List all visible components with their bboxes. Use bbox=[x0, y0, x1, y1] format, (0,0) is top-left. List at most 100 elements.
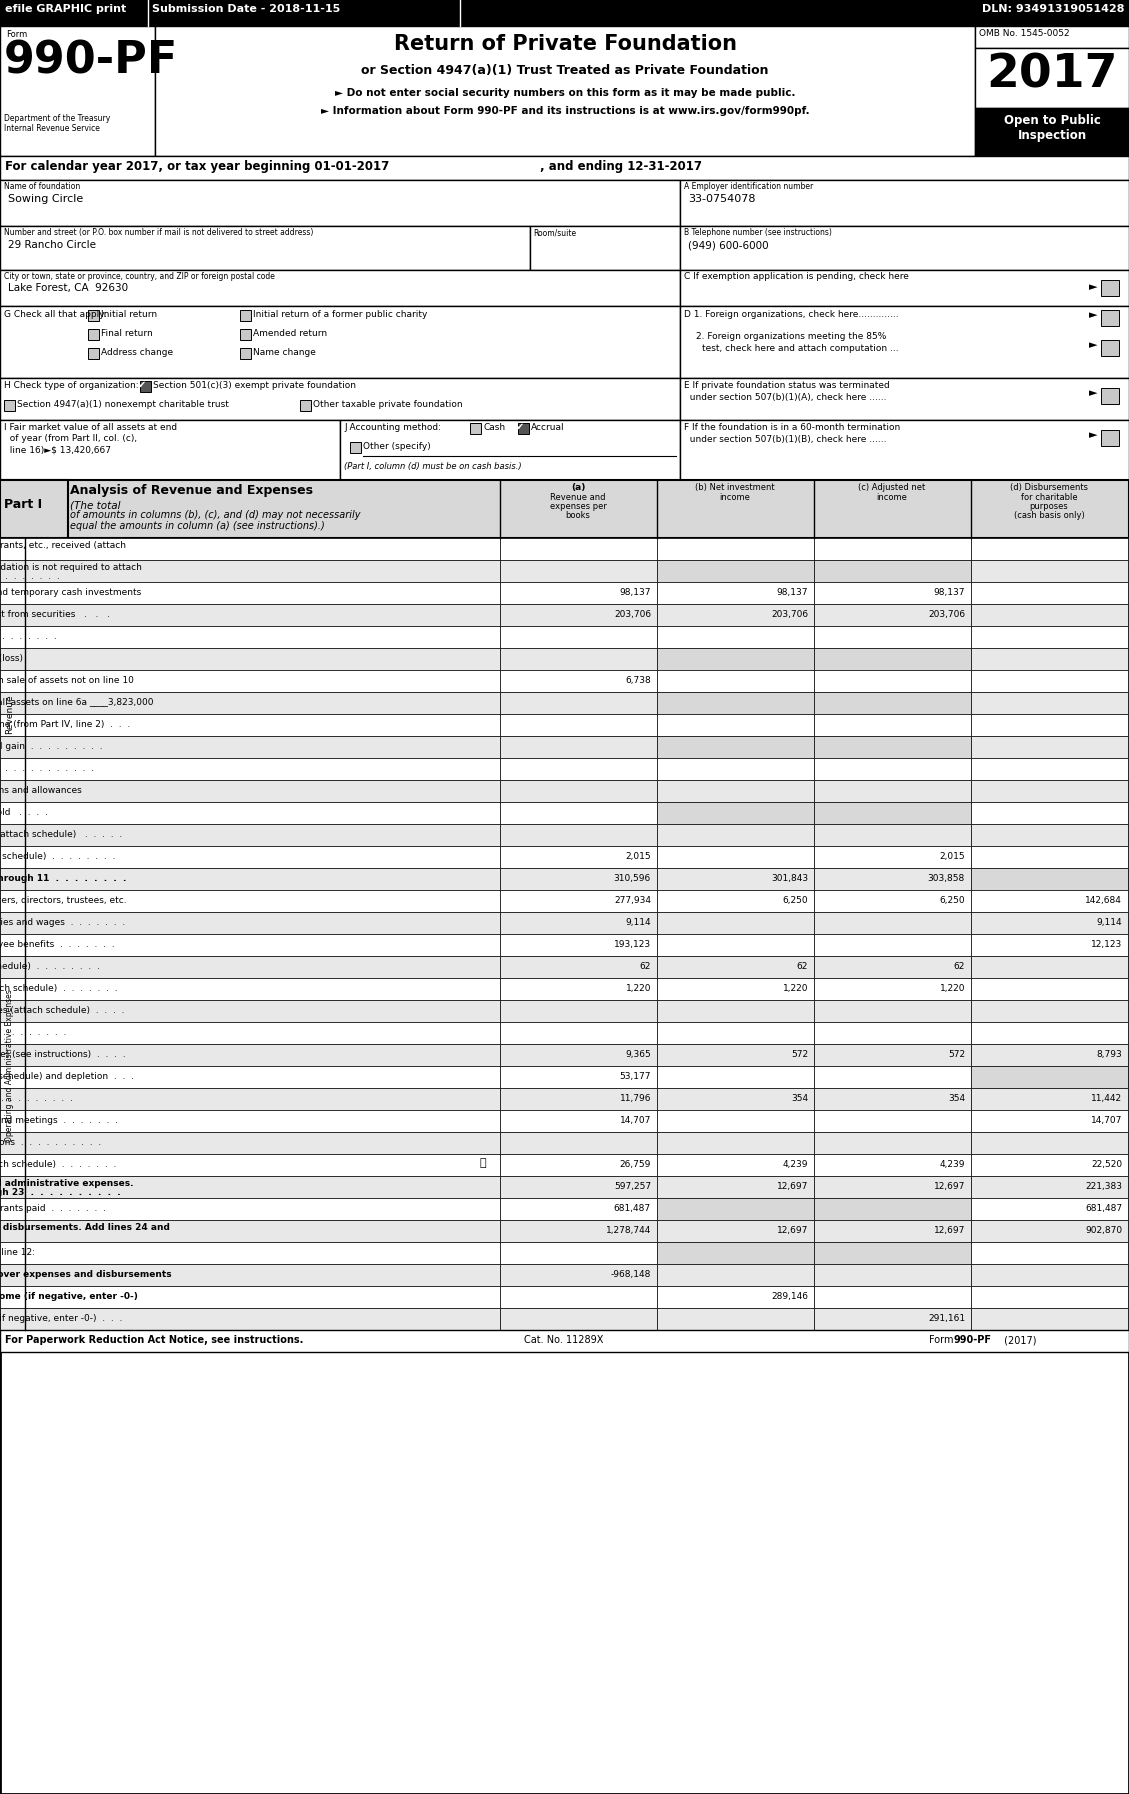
Bar bbox=[814, 978, 971, 999]
Bar bbox=[500, 802, 657, 823]
Bar bbox=[518, 423, 530, 434]
Bar bbox=[0, 271, 680, 307]
Bar bbox=[657, 1220, 814, 1241]
Bar bbox=[680, 271, 1129, 307]
Bar bbox=[500, 1023, 657, 1044]
Text: ► Do not enter social security numbers on this form as it may be made public.: ► Do not enter social security numbers o… bbox=[335, 88, 795, 99]
Text: (cash basis only): (cash basis only) bbox=[1014, 511, 1084, 520]
Text: (d) Disbursements: (d) Disbursements bbox=[1010, 483, 1088, 492]
Text: Sch. B  .  .  .  .  .  .  .  .  .  .  .  .  .  .  .: Sch. B . . . . . . . . . . . . . . . bbox=[0, 572, 60, 581]
Text: Name change: Name change bbox=[253, 348, 316, 357]
Text: 98,137: 98,137 bbox=[934, 588, 965, 597]
Bar bbox=[657, 823, 814, 847]
Bar bbox=[814, 648, 971, 669]
Bar bbox=[500, 692, 657, 714]
Text: Net gain or (loss) from sale of assets not on line 10: Net gain or (loss) from sale of assets n… bbox=[0, 676, 134, 685]
Bar bbox=[814, 802, 971, 823]
Text: H Check type of organization:: H Check type of organization: bbox=[5, 380, 139, 389]
Text: Name of foundation: Name of foundation bbox=[5, 181, 80, 190]
Bar bbox=[971, 648, 1128, 669]
Bar bbox=[814, 956, 971, 978]
Bar bbox=[0, 692, 500, 714]
Bar bbox=[500, 935, 657, 956]
Text: Department of the Treasury: Department of the Treasury bbox=[5, 115, 111, 124]
Bar bbox=[657, 935, 814, 956]
Bar bbox=[500, 1177, 657, 1198]
Bar bbox=[300, 400, 310, 411]
Bar bbox=[814, 759, 971, 780]
Bar bbox=[500, 1132, 657, 1154]
Bar bbox=[680, 379, 1129, 420]
Bar bbox=[814, 1286, 971, 1308]
Text: 902,870: 902,870 bbox=[1085, 1225, 1122, 1234]
Bar bbox=[500, 759, 657, 780]
Text: 2017: 2017 bbox=[987, 52, 1118, 97]
Bar bbox=[680, 420, 1129, 481]
Bar bbox=[340, 420, 680, 481]
Bar bbox=[657, 1023, 814, 1044]
Text: Section 501(c)(3) exempt private foundation: Section 501(c)(3) exempt private foundat… bbox=[154, 380, 356, 389]
Bar bbox=[971, 1241, 1128, 1265]
Text: 33-0754078: 33-0754078 bbox=[688, 194, 755, 205]
Bar bbox=[657, 1132, 814, 1154]
Bar bbox=[657, 847, 814, 868]
Bar bbox=[1101, 310, 1119, 327]
Text: 12,697: 12,697 bbox=[934, 1225, 965, 1234]
Bar bbox=[971, 669, 1128, 692]
Bar bbox=[0, 179, 680, 226]
Text: Net investment income (if negative, enter -0-): Net investment income (if negative, ente… bbox=[0, 1292, 138, 1301]
Bar bbox=[0, 978, 500, 999]
Text: 221,383: 221,383 bbox=[1085, 1182, 1122, 1191]
Text: 53,177: 53,177 bbox=[620, 1073, 651, 1082]
Text: Occupancy  .  .  .  .  .  .  .  .  .  .  .  .  .  .: Occupancy . . . . . . . . . . . . . . bbox=[0, 1094, 73, 1103]
Text: income: income bbox=[719, 493, 751, 502]
Bar bbox=[500, 999, 657, 1023]
Text: 1,220: 1,220 bbox=[939, 983, 965, 994]
Text: 142,684: 142,684 bbox=[1085, 895, 1122, 904]
Bar bbox=[814, 692, 971, 714]
Text: 990-PF: 990-PF bbox=[954, 1335, 992, 1346]
Text: 62: 62 bbox=[954, 962, 965, 971]
Text: For Paperwork Reduction Act Notice, see instructions.: For Paperwork Reduction Act Notice, see … bbox=[5, 1335, 304, 1346]
Bar bbox=[0, 481, 1129, 538]
Bar bbox=[0, 1329, 1129, 1353]
Text: 310,596: 310,596 bbox=[614, 874, 651, 883]
Text: Gross profit or (loss) (attach schedule)   .  .  .  .  .: Gross profit or (loss) (attach schedule)… bbox=[0, 831, 122, 840]
Bar bbox=[240, 310, 251, 321]
Text: Room/suite: Room/suite bbox=[533, 228, 576, 237]
Bar bbox=[971, 847, 1128, 868]
Bar bbox=[0, 736, 500, 759]
Bar bbox=[971, 560, 1128, 581]
Text: B Telephone number (see instructions): B Telephone number (see instructions) bbox=[684, 228, 832, 237]
Bar bbox=[657, 538, 814, 560]
Bar bbox=[975, 48, 1129, 108]
Bar bbox=[814, 780, 971, 802]
Text: Initial return: Initial return bbox=[100, 310, 157, 319]
Bar bbox=[971, 802, 1128, 823]
Bar bbox=[971, 692, 1128, 714]
Text: Travel, conferences, and meetings  .  .  .  .  .  .  .: Travel, conferences, and meetings . . . … bbox=[0, 1116, 119, 1125]
Text: Compensation of officers, directors, trustees, etc.: Compensation of officers, directors, tru… bbox=[0, 895, 126, 904]
Bar bbox=[814, 1177, 971, 1198]
Bar bbox=[971, 1132, 1128, 1154]
Bar bbox=[814, 538, 971, 560]
Text: 2,015: 2,015 bbox=[939, 852, 965, 861]
Bar bbox=[814, 1265, 971, 1286]
Bar bbox=[500, 780, 657, 802]
Bar bbox=[0, 1308, 500, 1329]
Bar bbox=[971, 714, 1128, 736]
Text: 4,239: 4,239 bbox=[782, 1161, 808, 1170]
Text: Other expenses (attach schedule)  .  .  .  .  .  .  .: Other expenses (attach schedule) . . . .… bbox=[0, 1161, 116, 1170]
Bar bbox=[657, 1177, 814, 1198]
Text: 14,707: 14,707 bbox=[620, 1116, 651, 1125]
Bar bbox=[530, 226, 680, 271]
Text: Other taxable private foundation: Other taxable private foundation bbox=[313, 400, 463, 409]
Text: Amended return: Amended return bbox=[253, 328, 327, 337]
Text: Contributions, gifts, grants paid  .  .  .  .  .  .  .: Contributions, gifts, grants paid . . . … bbox=[0, 1204, 106, 1213]
Text: OMB No. 1545-0052: OMB No. 1545-0052 bbox=[979, 29, 1069, 38]
Bar bbox=[680, 226, 1129, 271]
Text: 62: 62 bbox=[797, 962, 808, 971]
Text: 289,146: 289,146 bbox=[771, 1292, 808, 1301]
Bar bbox=[971, 1308, 1128, 1329]
Text: Gross sales price for all assets on line 6a ____3,823,000: Gross sales price for all assets on line… bbox=[0, 698, 154, 707]
